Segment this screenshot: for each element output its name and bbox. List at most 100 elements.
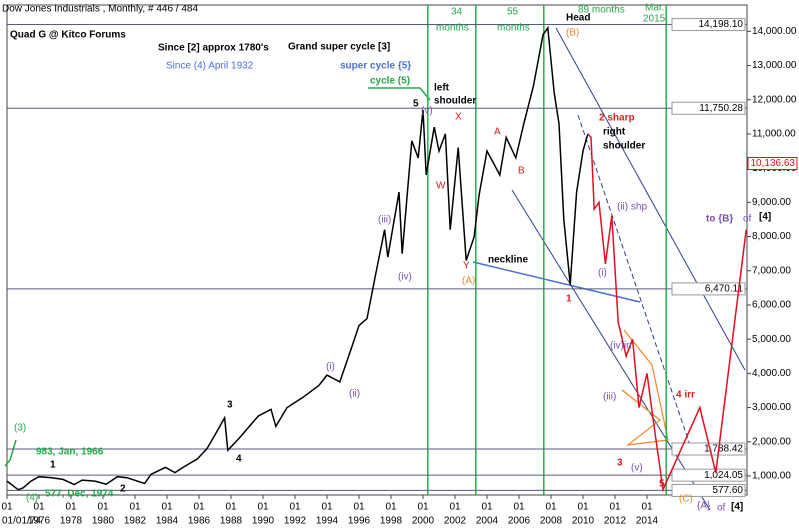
x-tick-minor-label: 01 [545, 502, 557, 513]
annotation: super cycle {5} [340, 61, 411, 72]
annotation: 4 irr [676, 390, 695, 401]
x-tick-label: 01/01/74 [2, 516, 41, 527]
level-label-box [671, 483, 746, 497]
channel-upper [555, 27, 746, 371]
annotation: of [717, 503, 726, 514]
y-tick-label: 7,000.00 [752, 265, 791, 276]
x-tick-label: 1986 [188, 516, 211, 527]
annotation: 5 [413, 99, 419, 110]
annotation: A [494, 127, 501, 138]
level-label: 14,198.10 [699, 19, 744, 30]
x-tick-label: 1992 [284, 516, 307, 527]
x-tick-minor-label: 01 [193, 502, 205, 513]
plot-frame [6, 4, 748, 496]
last-value-label: 10,136.63 [751, 158, 796, 169]
annotation: (A) [462, 276, 475, 287]
annotation: 89 months [578, 5, 625, 16]
x-tick-minor-label: 01 [33, 502, 45, 513]
annotation: 983, Jan, 1966 [36, 447, 104, 458]
annotation: (i) [326, 362, 335, 373]
x-tick-label: 1990 [252, 516, 275, 527]
annotation: months [497, 23, 530, 34]
x-tick-minor-label: 01 [289, 502, 301, 513]
annotation: [4] [731, 502, 743, 513]
y-tick-label: 11,000.00 [752, 129, 796, 140]
x-tick-minor-label: 01 [385, 502, 397, 513]
level-label-box [671, 468, 746, 482]
x-tick-minor-label: 01 [1, 502, 13, 513]
annotation: Quad G @ Kitco Forums [10, 30, 126, 41]
annotation: shoulder [434, 96, 476, 107]
annotation: 2015 [643, 14, 666, 25]
x-tick-label: 1978 [60, 516, 83, 527]
last-value-box [747, 156, 798, 170]
level-label-box [671, 18, 746, 32]
annotation: Head [566, 13, 590, 24]
x-tick-label: 1996 [348, 516, 371, 527]
price-line [6, 25, 589, 491]
y-tick-label: 3,000.00 [752, 402, 791, 413]
annotation: 577, Dec, 1974 [45, 489, 114, 500]
annotation: X [455, 112, 462, 123]
annotation: (iv) [398, 272, 412, 283]
annotation: left [434, 83, 450, 94]
x-tick-minor-label: 01 [641, 502, 653, 513]
annotation: B [518, 166, 525, 177]
annotation: Grand super cycle [3] [288, 42, 390, 53]
annotation: right [603, 127, 626, 138]
x-tick-label: 1988 [220, 516, 243, 527]
annotation: months [436, 23, 469, 34]
x-tick-minor-label: 01 [609, 502, 621, 513]
annotation: {A} [697, 501, 711, 512]
annotation: neckline [488, 255, 528, 266]
annotation: 2 [120, 484, 126, 495]
x-tick-label: 2000 [412, 516, 435, 527]
level-label: 1,788.42 [704, 444, 743, 455]
annotation: (3) [14, 423, 26, 434]
annotation: (B) [566, 28, 579, 39]
x-tick-label: 2008 [540, 516, 563, 527]
x-tick-label: 2010 [572, 516, 595, 527]
y-tick-label: 4,000.00 [752, 368, 791, 379]
annotation: cycle (5) [370, 76, 410, 87]
x-tick-label: 2006 [508, 516, 531, 527]
annotation: (ii) [349, 389, 360, 400]
annotation: 1 [50, 460, 56, 471]
annotation: 3 [617, 458, 623, 469]
annotation: 2 sharp [599, 113, 635, 124]
y-tick-label: 5,000.00 [752, 334, 791, 345]
annotation: Mar. [645, 3, 664, 14]
annotation: 3 [227, 400, 233, 411]
x-tick-label: 1982 [124, 516, 147, 527]
y-tick-label: 2,000.00 [752, 436, 791, 447]
annotation: 4 [236, 454, 242, 465]
channel-mid [577, 114, 691, 446]
chart-title: Dow Jones Industrials , Monthly, # 446 /… [2, 4, 198, 15]
annotation: shoulder [603, 141, 645, 152]
annotation: (v) [421, 106, 433, 117]
y-tick-label: 12,000.00 [752, 94, 797, 105]
annotation: Since [2] approx 1780's [158, 43, 269, 54]
x-tick-minor-label: 01 [129, 502, 141, 513]
x-tick-label: 1994 [316, 516, 339, 527]
x-tick-minor-label: 01 [577, 502, 589, 513]
x-tick-minor-label: 01 [449, 502, 461, 513]
x-tick-label: 1984 [156, 516, 179, 527]
x-tick-label: 1998 [380, 516, 403, 527]
x-tick-minor-label: 01 [65, 502, 77, 513]
y-tick-label: 14,000.00 [752, 26, 797, 37]
annotation: (i) [598, 268, 607, 279]
annotation: Since (4) April 1932 [166, 61, 254, 72]
annotation: (ii) shp [617, 202, 647, 213]
x-tick-label: 2014 [636, 516, 659, 527]
annotation: [4] [759, 212, 771, 223]
x-tick-minor-label: 01 [225, 502, 237, 513]
x-tick-label: 1980 [92, 516, 115, 527]
annotation: of [743, 214, 752, 225]
level-label-box [671, 101, 746, 115]
annotation: 55 [507, 7, 519, 18]
y-tick-label: 1,000.00 [752, 471, 791, 482]
x-tick-minor-label: 01 [417, 502, 429, 513]
annotation: 1 [566, 294, 572, 305]
